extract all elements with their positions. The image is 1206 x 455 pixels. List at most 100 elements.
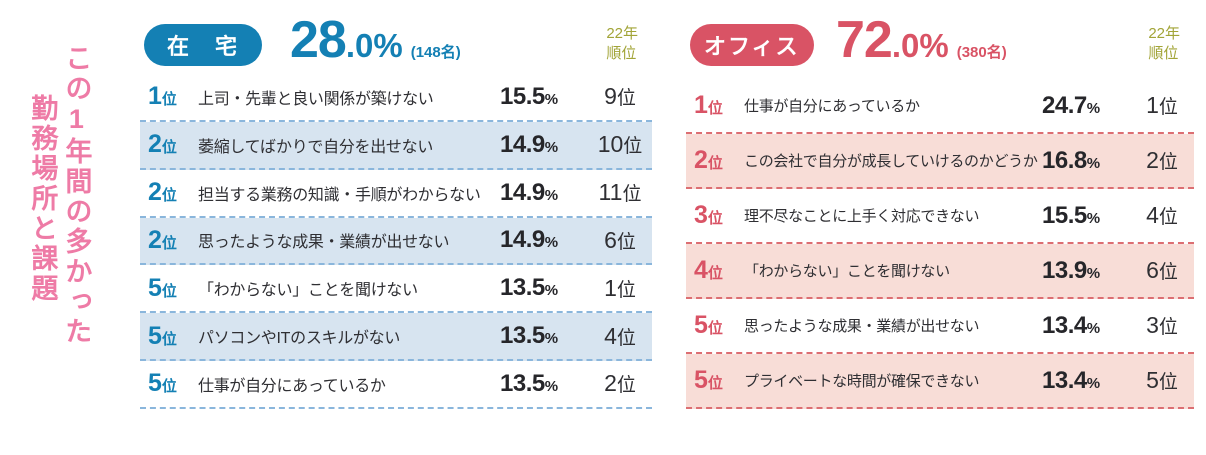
percent-value: 14.9%	[500, 179, 588, 207]
rank-suffix: 位	[161, 282, 177, 300]
home-prev-year-header-line-1: 22年	[606, 25, 638, 42]
office-ranking-list: 1位 仕事が自分にあっているか 24.7% 1位 2位 この会社で自分が成長して…	[686, 79, 1194, 409]
page-title-line-2: 勤務場所と課題	[27, 94, 58, 304]
ranking-row: 5位 パソコンやITのスキルがない 13.5% 4位	[140, 313, 652, 362]
percent-number: 13.4	[1042, 311, 1087, 339]
prev-rank-number: 6	[604, 226, 617, 253]
rank-number: 2	[148, 130, 162, 159]
ranking-row: 5位 思ったような成果・業績が出せない 13.4% 3位	[686, 299, 1194, 354]
rank-label: 4位	[686, 256, 744, 285]
rank-label: 5位	[140, 274, 198, 303]
panel-home-header: 在 宅 28.0% (148名) 22年 順位	[140, 11, 652, 74]
rank-label: 1位	[686, 91, 744, 120]
rank-label: 2位	[140, 130, 198, 159]
percent-value: 15.5%	[1042, 202, 1130, 230]
prev-rank-number: 2	[604, 370, 617, 397]
rank-suffix: 位	[161, 91, 177, 109]
issue-label: 理不尽なことに上手く対応できない	[744, 208, 980, 225]
prev-rank-number: 11	[598, 179, 623, 206]
percent-sign: %	[1086, 264, 1101, 282]
prev-rank-suffix: 位	[616, 327, 636, 349]
prev-rank-number: 5	[1146, 367, 1159, 393]
ranking-row: 1位 仕事が自分にあっているか 24.7% 1位	[686, 79, 1194, 134]
percent-sign: %	[1086, 374, 1101, 392]
ranking-row: 5位 プライベートな時間が確保できない 13.4% 5位	[686, 354, 1194, 409]
rank-number: 5	[148, 273, 162, 302]
percent-sign: %	[1086, 99, 1101, 117]
prev-year-rank: 3位	[1130, 312, 1194, 339]
office-share-int: 72	[836, 11, 893, 69]
home-ranking-list: 1位 上司・先輩と良い関係が築けない 15.5% 9位 2位 萎縮してばかりで自…	[140, 74, 652, 409]
percent-value: 14.9%	[500, 131, 588, 159]
percent-sign: %	[1086, 154, 1101, 172]
rank-suffix: 位	[161, 234, 177, 252]
percent-sign: %	[544, 330, 559, 348]
home-prev-year-header-line-2: 順位	[606, 44, 637, 62]
prev-rank-number: 1	[604, 274, 617, 301]
issue-label: この会社で自分が成長していけるのかどうか	[744, 153, 1038, 170]
ranking-row: 3 位 理不尽なことに上手く対応できない 15.5% 4位	[686, 189, 1194, 244]
office-badge: オフィス	[690, 24, 814, 66]
percent-value: 13.4%	[1042, 367, 1130, 395]
percent-number: 16.8	[1042, 146, 1087, 174]
issue-label: 仕事が自分にあっているか	[744, 98, 920, 115]
rank-label: 5位	[686, 311, 744, 340]
home-badge: 在 宅	[144, 24, 262, 66]
office-prev-year-header-line-2: 順位	[1148, 44, 1179, 62]
percent-sign: %	[1086, 209, 1101, 227]
rank-number: 2	[148, 225, 162, 254]
percent-number: 13.4	[1042, 366, 1087, 394]
rank-number: 2	[694, 146, 708, 174]
percent-value: 13.4%	[1042, 312, 1130, 340]
ranking-row: 2位 思ったような成果・業績が出せない 14.9% 6位	[140, 217, 652, 266]
rank-number: 1	[148, 82, 162, 111]
percent-sign: %	[544, 377, 559, 395]
rank-label: 2位	[140, 178, 198, 207]
prev-rank-suffix: 位	[616, 88, 636, 110]
rank-suffix: 位	[161, 139, 177, 157]
percent-number: 15.5	[1042, 201, 1087, 229]
prev-year-rank: 2位	[588, 370, 652, 397]
percent-number: 13.5	[500, 369, 545, 397]
rank-suffix: 位	[707, 155, 723, 172]
prev-rank-suffix: 位	[1158, 207, 1178, 228]
prev-year-rank: 4位	[1130, 202, 1194, 229]
rank-suffix: 位	[161, 330, 177, 348]
panel-office: オフィス 72.0% (380名) 22年 順位 1位 仕事が自分にあっているか…	[686, 11, 1194, 409]
percent-sign: %	[544, 90, 559, 108]
rank-suffix: 位	[707, 100, 723, 117]
rank-suffix: 位	[161, 378, 177, 396]
prev-rank-number: 3	[1146, 312, 1159, 338]
ranking-row: 5位 「わからない」ことを聞けない 13.5% 1位	[140, 265, 652, 314]
prev-year-rank: 2位	[1130, 147, 1194, 174]
rank-number: 1	[694, 91, 708, 119]
home-share-percent: 28.0% (148名)	[290, 10, 461, 70]
issue-label: 上司・先輩と良い関係が築けない	[198, 90, 434, 108]
prev-year-rank: 5位	[1130, 367, 1194, 394]
rank-number: 3	[694, 201, 708, 229]
percent-sign: %	[544, 186, 559, 204]
percent-sign: %	[1086, 319, 1101, 337]
prev-rank-suffix: 位	[1158, 262, 1178, 283]
percent-value: 13.5%	[500, 274, 588, 302]
percent-number: 14.9	[500, 226, 545, 254]
prev-year-rank: 11位	[588, 179, 652, 206]
rank-number: 4	[694, 256, 708, 284]
prev-rank-number: 9	[604, 83, 617, 110]
prev-rank-suffix: 位	[616, 279, 636, 301]
rank-number: 5	[148, 369, 162, 398]
prev-rank-suffix: 位	[1158, 317, 1178, 338]
prev-rank-number: 4	[1146, 202, 1159, 228]
prev-rank-suffix: 位	[616, 231, 636, 253]
issue-label: 萎縮してばかりで自分を出せない	[198, 138, 434, 156]
page-title-line-1: この1年間の多かった	[61, 44, 92, 347]
issue-label: 思ったような成果・業績が出せない	[198, 234, 450, 252]
percent-number: 14.9	[500, 130, 545, 158]
prev-year-rank: 9位	[588, 83, 652, 110]
issue-label: プライベートな時間が確保できない	[744, 373, 980, 390]
percent-number: 13.5	[500, 322, 545, 350]
prev-rank-number: 1	[1146, 92, 1159, 118]
rank-suffix: 位	[161, 187, 177, 205]
percent-number: 13.5	[500, 274, 545, 302]
